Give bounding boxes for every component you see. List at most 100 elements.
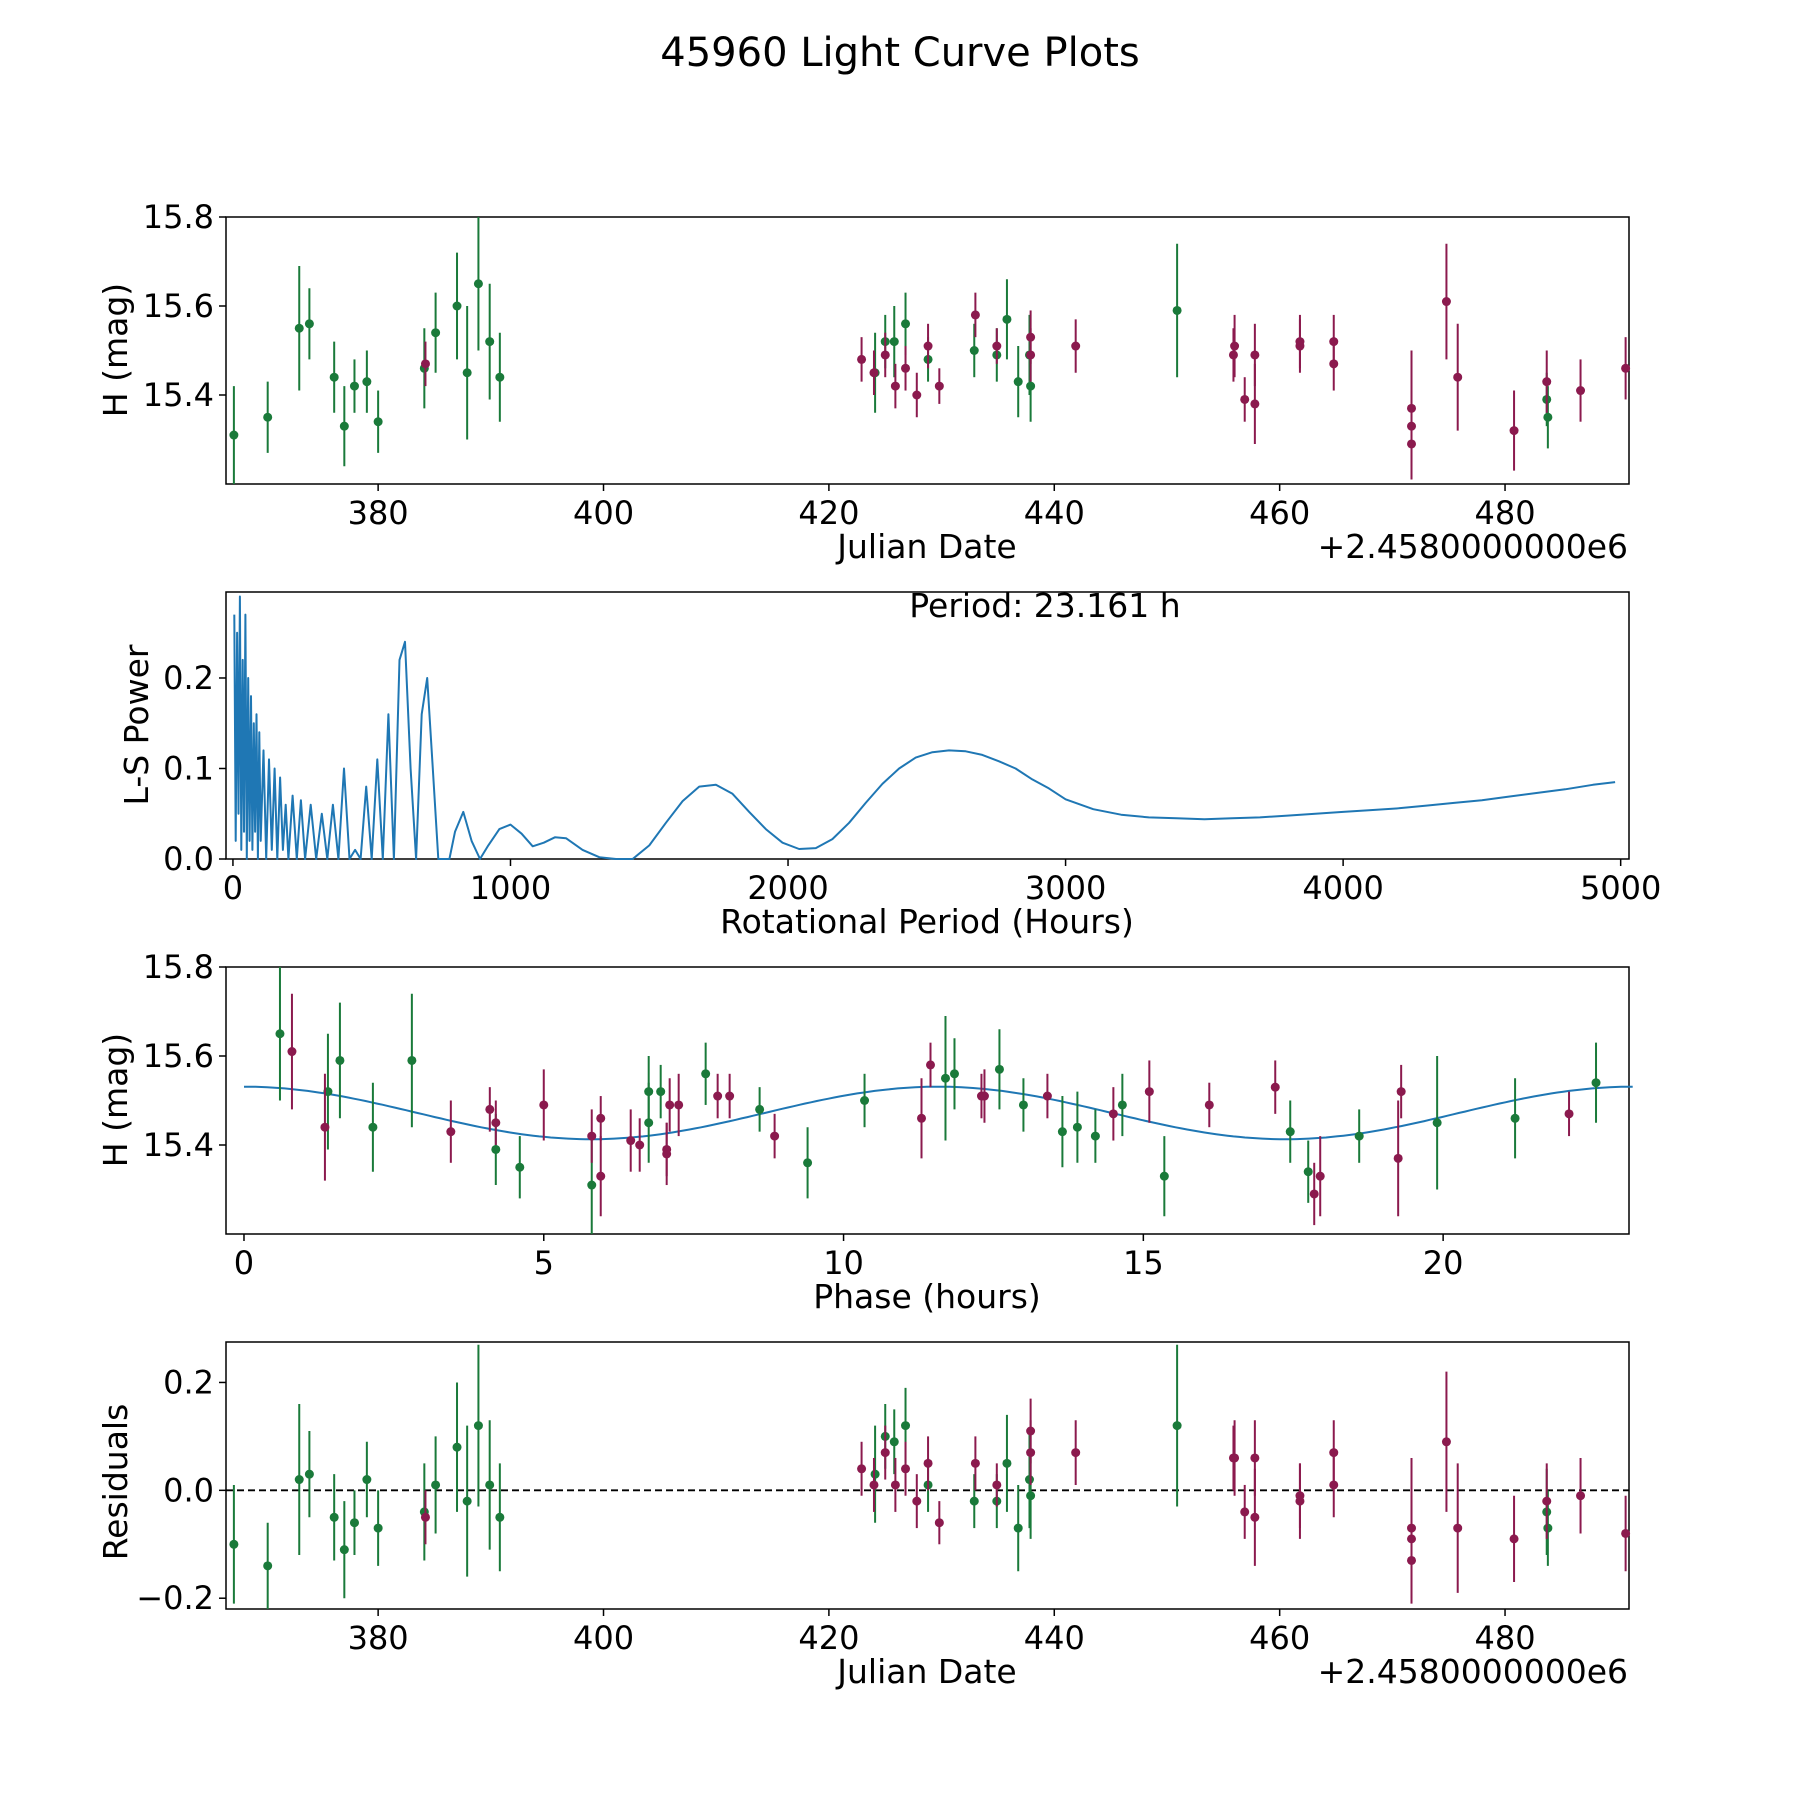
purple-data-point: [539, 1100, 549, 1110]
residuals-ylabel: Residuals: [96, 1404, 135, 1561]
purple-data-point: [596, 1171, 606, 1181]
green-data-point: [1072, 1122, 1082, 1132]
green-data-point: [1026, 1491, 1036, 1501]
green-data-point: [362, 1475, 372, 1485]
green-data-point: [263, 1561, 273, 1571]
green-data-point: [275, 1029, 285, 1039]
green-data-point: [889, 1437, 899, 1447]
green-data-point: [1026, 381, 1036, 391]
residuals-ytick-label: 0.2: [163, 1363, 214, 1401]
figure-title: 45960 Light Curve Plots: [660, 30, 1139, 76]
green-data-point: [362, 377, 372, 387]
green-data-point: [462, 1496, 472, 1506]
periodogram-xtick-label: 5000: [1580, 869, 1661, 907]
purple-data-point: [485, 1104, 495, 1114]
periodogram-ylabel: L-S Power: [117, 644, 156, 805]
purple-data-point: [1407, 1555, 1417, 1565]
phase-plot-xtick-label: 5: [534, 1244, 554, 1282]
residuals-xtick-label: 420: [798, 1619, 859, 1657]
light-curve-panel: 380 400 420 440 460 480 15.4 15.6 15.8 Julian Da…: [96, 198, 1631, 566]
periodogram-ytick-label: 0.1: [163, 749, 214, 787]
residuals-xtick-label: 440: [1024, 1619, 1085, 1657]
green-data-point: [335, 1055, 345, 1065]
green-data-point: [1002, 314, 1012, 324]
purple-data-point: [320, 1122, 330, 1132]
purple-data-point: [1393, 1153, 1403, 1163]
residuals-panel: 380 400 420 440 460 480 −0.2 0.0 0.2 Julian Date…: [96, 1341, 1631, 1691]
purple-data-point: [1542, 1496, 1552, 1506]
green-data-point: [407, 1055, 417, 1065]
purple-data-point: [1144, 1087, 1154, 1097]
purple-data-point: [725, 1091, 735, 1101]
purple-data-point: [1026, 1448, 1036, 1458]
green-data-point: [969, 346, 979, 355]
purple-data-point: [420, 359, 430, 369]
light-curve-frame: [225, 216, 1630, 485]
green-data-point: [473, 1421, 483, 1431]
purple-data-point: [1576, 386, 1586, 396]
purple-data-point: [596, 1113, 606, 1123]
light-curve-xlabel: Julian Date: [835, 527, 1017, 566]
green-data-point: [1303, 1167, 1313, 1177]
purple-data-point: [1250, 350, 1260, 360]
purple-data-point: [1453, 372, 1463, 382]
green-data-point: [304, 1469, 314, 1479]
purple-data-point: [491, 1118, 501, 1128]
purple-data-point: [674, 1100, 684, 1110]
purple-data-point: [1250, 1453, 1260, 1463]
periodogram-xtick-label: 3000: [1025, 869, 1106, 907]
purple-data-point: [912, 390, 922, 400]
green-data-point: [473, 279, 483, 289]
purple-data-point: [665, 1100, 675, 1110]
green-data-point: [1591, 1078, 1601, 1088]
purple-data-point: [857, 354, 867, 364]
purple-data-point: [1071, 1448, 1081, 1458]
green-data-point: [495, 372, 505, 382]
purple-data-point: [1250, 1512, 1260, 1522]
purple-data-point: [1396, 1087, 1406, 1097]
green-data-point: [940, 1073, 950, 1083]
green-data-point: [1159, 1171, 1169, 1181]
green-data-point: [901, 1421, 911, 1431]
purple-data-point: [1564, 1109, 1574, 1119]
purple-data-point: [880, 350, 890, 360]
purple-data-point: [970, 310, 980, 320]
purple-data-point: [1230, 341, 1240, 351]
residuals-xlabel: Julian Date: [835, 1652, 1017, 1691]
green-data-point: [431, 1480, 441, 1490]
green-data-point: [485, 337, 495, 347]
green-data-point: [755, 1104, 765, 1114]
purple-data-point: [1071, 341, 1081, 351]
purple-data-point: [901, 1464, 911, 1474]
green-data-point: [452, 1442, 462, 1452]
purple-data-point: [1329, 1480, 1339, 1490]
light-curve-xtick-label: 400: [573, 494, 634, 532]
light-curve-ytick-label: 15.6: [143, 287, 214, 325]
green-data-point: [294, 1475, 304, 1485]
purple-data-point: [992, 341, 1002, 351]
residuals-xtick-label: 400: [573, 1619, 634, 1657]
periodogram-ticks: 0 1000 2000 3000 4000 5000 0.0 0.1 0.2: [163, 659, 1661, 907]
purple-data-point: [992, 1480, 1002, 1490]
phase-plot-xtick-label: 10: [823, 1244, 864, 1282]
green-data-point: [969, 1496, 979, 1506]
green-data-point: [1018, 1100, 1028, 1110]
phase-ylabel: H (mag): [96, 1033, 135, 1167]
purple-data-point: [1228, 350, 1238, 360]
purple-data-point: [1230, 1453, 1240, 1463]
purple-data-point: [1441, 1437, 1451, 1447]
purple-data-point: [420, 1512, 430, 1522]
green-data-point: [339, 421, 349, 431]
green-data-point: [1002, 1458, 1012, 1468]
periodogram-xtick-label: 2000: [747, 869, 828, 907]
purple-data-point: [1621, 363, 1631, 373]
phase-ticks: 0 5 10 15 20 15.4 15.6 15.8: [143, 948, 1464, 1282]
purple-data-point: [713, 1091, 723, 1101]
green-data-point: [495, 1512, 505, 1522]
purple-data-point: [1309, 1189, 1319, 1199]
purple-data-point: [901, 363, 911, 373]
green-data-point: [949, 1069, 959, 1079]
residuals-frame: [225, 1341, 1630, 1610]
purple-data-point: [626, 1136, 636, 1146]
